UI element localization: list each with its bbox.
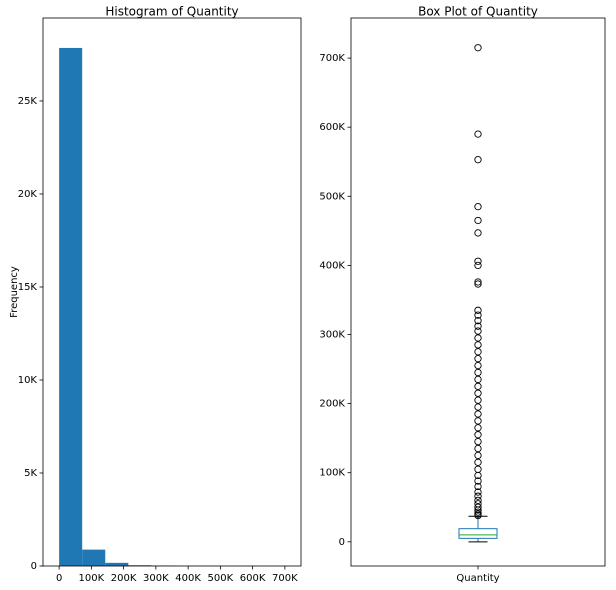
outlier: [474, 334, 482, 342]
y-tick-label: 400K: [319, 260, 345, 271]
outlier: [474, 317, 482, 325]
outlier: [474, 451, 482, 460]
outlier: [474, 341, 482, 349]
outlier: [474, 382, 482, 390]
x-tick-label: 700K: [272, 573, 298, 584]
outlier: [474, 278, 482, 286]
y-tick-label: 5K: [24, 468, 37, 479]
outlier: [474, 500, 482, 508]
y-tick-label: 10K: [18, 375, 38, 386]
outlier: [474, 203, 482, 211]
outlier: [474, 261, 482, 270]
axes-frame: [42, 17, 302, 567]
outlier: [474, 311, 482, 319]
outlier: [474, 424, 482, 432]
y-tick-label: 20K: [18, 189, 38, 200]
outlier: [474, 410, 482, 418]
outlier: [474, 216, 482, 225]
outlier: [474, 156, 482, 164]
outlier: [474, 482, 482, 491]
outlier: [474, 465, 482, 473]
chart-title: Box Plot of Quantity: [418, 5, 538, 19]
y-tick-label: 600K: [319, 122, 345, 133]
outlier: [474, 496, 482, 505]
outlier: [474, 510, 482, 518]
box: [458, 528, 498, 539]
y-tick-label: 0: [31, 561, 37, 572]
x-tick-label: 500K: [208, 573, 234, 584]
y-tick-label: 500K: [319, 191, 345, 202]
outlier: [474, 477, 482, 485]
x-tick-label: 100K: [79, 573, 105, 584]
outlier: [474, 306, 482, 314]
outlier: [474, 375, 482, 384]
outlier: [474, 437, 482, 446]
y-tick-label: 25K: [18, 96, 38, 107]
bar: [82, 549, 106, 566]
x-tick-label: 300K: [143, 573, 169, 584]
outlier: [474, 492, 482, 500]
outlier: [474, 396, 482, 404]
outlier: [474, 458, 482, 466]
outlier: [474, 355, 482, 363]
outlier: [474, 44, 482, 52]
y-tick-label: 15K: [18, 282, 38, 293]
outlier: [474, 361, 482, 370]
outlier: [474, 257, 482, 265]
outlier: [474, 130, 482, 138]
outlier: [474, 503, 482, 511]
outlier: [474, 403, 482, 411]
outlier: [474, 508, 482, 516]
x-tick-label: 600K: [240, 573, 266, 584]
y-axis-label: Frequency: [9, 266, 20, 318]
outlier: [474, 368, 482, 377]
outlier: [474, 229, 482, 237]
x-tick-label: 400K: [175, 573, 201, 584]
x-tick-label: Quantity: [456, 573, 499, 584]
bar: [105, 562, 129, 566]
y-tick-label: 100K: [319, 468, 345, 479]
y-tick-label: 200K: [319, 399, 345, 410]
y-tick-label: 0: [339, 537, 345, 548]
outlier: [474, 327, 482, 335]
chart-title: Histogram of Quantity: [105, 5, 238, 19]
outlier: [474, 417, 482, 425]
outlier: [474, 280, 482, 288]
outlier: [474, 348, 482, 356]
outlier: [474, 431, 482, 439]
outlier: [474, 444, 482, 453]
x-tick-label: 0: [56, 573, 62, 584]
bar: [59, 47, 83, 566]
y-tick-label: 300K: [319, 329, 345, 340]
outlier: [474, 322, 482, 330]
x-tick-label: 200K: [111, 573, 137, 584]
y-tick-label: 700K: [319, 53, 345, 64]
outlier: [474, 488, 482, 496]
outlier: [474, 389, 482, 397]
